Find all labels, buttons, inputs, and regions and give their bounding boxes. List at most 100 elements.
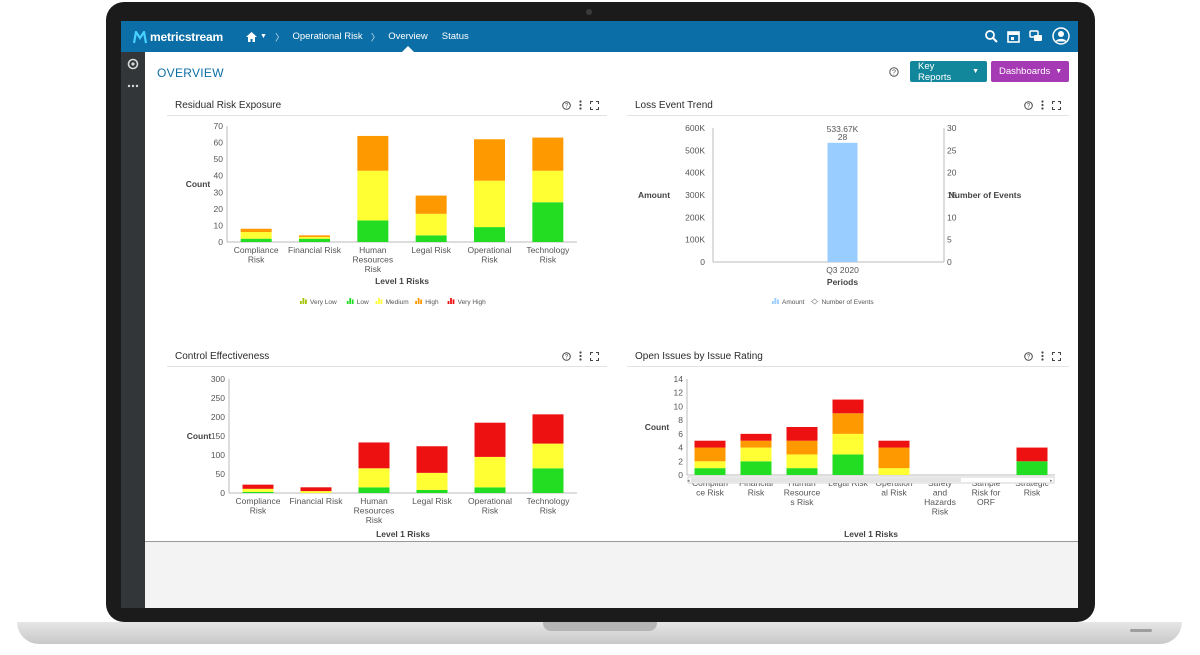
bar-segment-low bbox=[299, 238, 330, 242]
legend-label[interactable]: Low bbox=[357, 299, 369, 306]
data-label-amount: 533.67K bbox=[827, 124, 859, 134]
x-tick-label: Resource bbox=[784, 488, 821, 498]
calendar-icon[interactable] bbox=[1007, 30, 1020, 43]
metricstream-logo[interactable]: metricstream bbox=[133, 29, 223, 45]
bar-segment-very-high bbox=[694, 440, 726, 448]
panel-header: Loss Event Trend ? bbox=[627, 94, 1069, 116]
legend-swatch bbox=[450, 298, 452, 304]
bar-segment-very-high bbox=[878, 440, 910, 448]
x-tick-label: Risk bbox=[482, 506, 499, 516]
x-tick-label: Risk bbox=[366, 515, 383, 525]
legend-item: Low bbox=[346, 298, 369, 306]
x-tick-label: Human bbox=[360, 496, 388, 506]
expand-icon[interactable] bbox=[590, 100, 599, 110]
help-icon[interactable]: ? bbox=[1024, 100, 1033, 110]
bar-segment-medium bbox=[358, 468, 390, 488]
x-axis-title: Level 1 Risks bbox=[375, 276, 429, 286]
y-axis-title: Count bbox=[187, 431, 212, 441]
bar-segment-medium bbox=[415, 213, 447, 236]
svg-text:?: ? bbox=[565, 354, 569, 360]
bar-segment-high bbox=[694, 447, 726, 462]
legend-swatch bbox=[452, 299, 455, 304]
loss-event-chart: 0 100K 200K 300K 400K 500K 600K 0 5 10 15 20 25 30 Amo… bbox=[638, 123, 1022, 306]
panel-title: Control Effectiveness bbox=[175, 351, 270, 362]
help-icon[interactable]: ? bbox=[889, 67, 899, 77]
legend-swatch bbox=[777, 299, 779, 304]
help-icon[interactable]: ? bbox=[1024, 351, 1033, 361]
x-tick-label: Risk bbox=[932, 507, 949, 517]
nav-operational-risk[interactable]: Operational Risk bbox=[292, 31, 363, 42]
chat-icon[interactable] bbox=[1029, 29, 1043, 43]
search-icon[interactable] bbox=[985, 29, 998, 43]
main-content: OVERVIEW ? Key Reports ▼ Dashboards ▼ Re… bbox=[145, 52, 1078, 542]
legend-label[interactable]: High bbox=[425, 299, 439, 306]
y-tick-label: 200K bbox=[685, 212, 705, 222]
dashboards-label: Dashboards bbox=[999, 66, 1051, 77]
y-tick-label: 0 bbox=[700, 257, 705, 267]
y-tick-label: 40 bbox=[214, 171, 224, 181]
bar-segment-medium bbox=[532, 170, 564, 203]
legend-swatch bbox=[772, 301, 774, 304]
settings-icon[interactable] bbox=[127, 58, 139, 70]
help-icon[interactable]: ? bbox=[562, 351, 571, 361]
y-axis-title: Amount bbox=[638, 190, 670, 200]
bar-segment-medium bbox=[740, 447, 772, 462]
bar-segment-low bbox=[786, 468, 818, 475]
expand-icon[interactable] bbox=[1052, 351, 1061, 361]
y-tick-label: 600K bbox=[685, 123, 705, 133]
legend-swatch bbox=[349, 298, 352, 304]
x-tick-label: ORF bbox=[977, 497, 995, 507]
y-tick-label: 14 bbox=[674, 374, 684, 384]
dashboards-button[interactable]: Dashboards ▼ bbox=[991, 61, 1069, 82]
legend-label[interactable]: Number of Events bbox=[822, 299, 875, 306]
more-vertical-icon[interactable] bbox=[579, 100, 582, 110]
bar-segment-low bbox=[474, 487, 506, 493]
user-icon[interactable] bbox=[1052, 27, 1070, 45]
more-vertical-icon[interactable] bbox=[1041, 351, 1044, 361]
bar-segment-very-high bbox=[532, 414, 564, 444]
bar-segment-low bbox=[415, 235, 447, 242]
bar-segment-high bbox=[240, 228, 272, 233]
scroll-right-icon: ▸ bbox=[1050, 478, 1053, 484]
legend-label[interactable]: Medium bbox=[386, 299, 409, 306]
x-tick-label: Risk bbox=[748, 488, 765, 498]
more-vertical-icon[interactable] bbox=[579, 351, 582, 361]
x-tick-label: Compliance bbox=[236, 496, 281, 506]
svg-text:?: ? bbox=[892, 70, 896, 77]
y2-tick-label: 20 bbox=[947, 168, 957, 178]
chevron-right-icon: 〉 bbox=[370, 32, 381, 44]
left-sidebar bbox=[121, 52, 145, 608]
panel-title: Residual Risk Exposure bbox=[175, 100, 282, 111]
expand-icon[interactable] bbox=[1052, 100, 1061, 110]
legend-label[interactable]: Very Low bbox=[310, 299, 337, 306]
tab-overview[interactable]: Overview bbox=[381, 21, 435, 52]
x-tick-label: Operational bbox=[468, 245, 512, 255]
x-tick-label: Technology bbox=[526, 245, 570, 255]
y2-tick-label: 10 bbox=[947, 212, 957, 222]
legend-swatch bbox=[380, 299, 383, 304]
x-tick-label: al Risk bbox=[881, 488, 907, 498]
legend-label[interactable]: Amount bbox=[782, 299, 805, 306]
key-reports-button[interactable]: Key Reports ▼ bbox=[910, 61, 987, 83]
bar-segment-medium bbox=[694, 461, 726, 469]
y-tick-label: 60 bbox=[214, 138, 224, 148]
bar-segment-low bbox=[240, 238, 272, 242]
x-tick-label: Risk for bbox=[972, 488, 1001, 498]
tab-status[interactable]: Status bbox=[441, 31, 469, 42]
home-menu[interactable]: ▼ bbox=[239, 21, 274, 52]
more-vertical-icon[interactable] bbox=[1041, 100, 1044, 110]
svg-text:?: ? bbox=[1027, 354, 1031, 360]
laptop-notch bbox=[543, 622, 657, 631]
legend-swatch bbox=[305, 299, 307, 304]
expand-icon[interactable] bbox=[590, 351, 599, 361]
logo-icon bbox=[133, 30, 147, 43]
chevron-down-icon: ▼ bbox=[260, 33, 267, 40]
y-tick-label: 6 bbox=[678, 429, 683, 439]
y-tick-label: 200 bbox=[211, 412, 225, 422]
bar-segment-medium bbox=[532, 443, 564, 469]
residual-risk-chart: 010203040506070CountComplianceRiskFinanc… bbox=[186, 121, 577, 306]
legend-swatch bbox=[447, 301, 450, 304]
more-options-icon[interactable] bbox=[127, 81, 139, 93]
help-icon[interactable]: ? bbox=[562, 100, 571, 110]
legend-label[interactable]: Very High bbox=[458, 299, 487, 306]
